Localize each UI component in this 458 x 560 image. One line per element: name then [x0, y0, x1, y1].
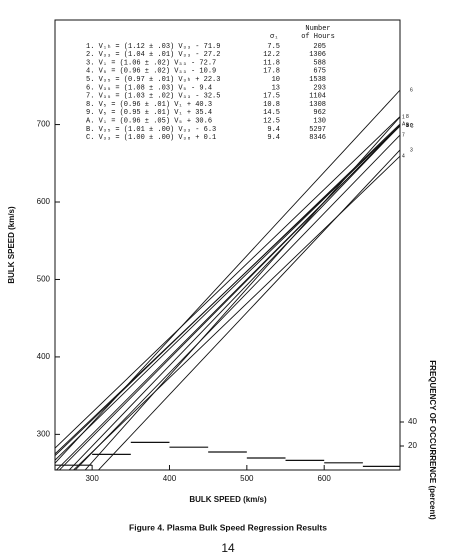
line-label: C: [410, 123, 414, 129]
plot-frame: [54, 19, 401, 471]
table-sigma: 10: [272, 76, 280, 84]
table-equation: 6. V₃₅ = (1.08 ± .03) V₅ - 9.4: [86, 84, 212, 92]
table-sigma: 17.8: [263, 68, 280, 76]
table-equation: B. V₃₅ = (1.01 ± .00) V₃₃ - 6.3: [86, 126, 216, 134]
lines: [55, 89, 400, 470]
y2-tick-label: 20: [408, 441, 417, 450]
regression-line: [72, 155, 400, 470]
table-sigma: 13: [272, 84, 280, 92]
table-sigma: 9.4: [267, 126, 280, 134]
table-sigma: 11.8: [263, 59, 280, 67]
line-label: 3: [410, 147, 413, 153]
x-tick-label: 300: [85, 474, 99, 483]
line-label: B: [406, 123, 410, 129]
table-equation: 4. V₅ = (0.96 ± .02) V₃₃ - 10.9: [86, 68, 216, 76]
table-equation: 5. V₃₅ = (0.97 ± .01) V₃ₕ + 22.3: [86, 76, 220, 84]
table-sigma: 10.8: [263, 101, 280, 109]
x-tick-label: 500: [240, 474, 254, 483]
table-equation: 3. V₁ = (1.06 ± .02) V₃₃ - 72.7: [86, 59, 216, 67]
table-sigma: 7.5: [267, 43, 280, 51]
table-sigma: 9.4: [267, 134, 280, 142]
page-number: 14: [221, 541, 235, 555]
table-equation: C. V₃₃ = (1.00 ± .00) V₃₈ + 0.1: [86, 134, 216, 142]
line-label: 8: [406, 114, 409, 120]
table-hours: 5297: [309, 126, 326, 134]
line-label: 7: [402, 132, 405, 138]
line-label: 4: [402, 154, 405, 160]
line-label: 5: [406, 122, 409, 128]
table-hours: 1104: [309, 93, 326, 101]
table-hours: 293: [313, 84, 326, 92]
line-label: A: [402, 121, 406, 127]
table-sigma: 12.5: [263, 118, 280, 126]
table-equation: 7. V₃₅ = (1.03 ± .02) V₃₃ - 32.5: [86, 93, 220, 101]
table-hours: 1308: [309, 101, 326, 109]
y-tick-label: 500: [37, 275, 51, 284]
line-label: 2: [406, 123, 409, 129]
table-equation: A. V₁ = (0.96 ± .05) V₅ + 30.6: [86, 118, 212, 126]
x-axis-label: BULK SPEED (km/s): [189, 495, 267, 504]
regression-line: [74, 134, 400, 470]
regression-line: [68, 125, 400, 470]
y-tick-label: 700: [37, 120, 51, 129]
table-equation: 8. V₅ = (0.96 ± .01) V₁ + 40.3: [86, 101, 212, 109]
table-sigma: 12.2: [263, 51, 280, 59]
regression-line: [97, 149, 400, 470]
y2-axis-label: FREQUENCY OF OCCURRENCE (percent): [428, 360, 437, 520]
table-equation: 9. V₅ = (0.95 ± .01) V₁ + 35.4: [86, 109, 212, 117]
regression-line: [55, 123, 400, 456]
regression-line: [55, 116, 400, 449]
table-hours: 1538: [309, 76, 326, 84]
table-header: Number: [305, 25, 330, 33]
line-label: 9: [410, 123, 413, 129]
table-hours: 205: [313, 43, 326, 51]
figure-caption: Figure 4. Plasma Bulk Speed Regression R…: [129, 522, 327, 532]
regression-line: [55, 89, 400, 464]
table-header: of Hours: [301, 33, 335, 41]
table-hours: 962: [313, 109, 326, 117]
table-header: σ₁: [270, 33, 278, 41]
y-tick-label: 300: [37, 429, 51, 438]
table-equation: 2. V₃₃ = (1.04 ± .01) V₃₃ - 27.2: [86, 51, 220, 59]
table-hours: 130: [313, 118, 326, 126]
line-label: 1: [402, 114, 405, 120]
table-sigma: 17.5: [263, 93, 280, 101]
line-label: 6: [410, 87, 413, 93]
y2-tick-label: 40: [408, 417, 417, 426]
x-tick-label: 400: [163, 474, 177, 483]
y-tick-label: 400: [37, 352, 51, 361]
table-sigma: 14.5: [263, 109, 280, 117]
x-tick-label: 600: [318, 474, 332, 483]
table-hours: 588: [313, 59, 326, 67]
y-tick-label: 600: [37, 197, 51, 206]
table-hours: 8346: [309, 134, 326, 142]
regression-line: [55, 125, 400, 470]
table-equation: 1. V₁ₕ = (1.12 ± .03) V₃₃ - 71.9: [86, 43, 220, 51]
table-hours: 675: [313, 68, 326, 76]
y-axis-label: BULK SPEED (km/s): [7, 206, 16, 284]
table-hours: 1306: [309, 51, 326, 59]
